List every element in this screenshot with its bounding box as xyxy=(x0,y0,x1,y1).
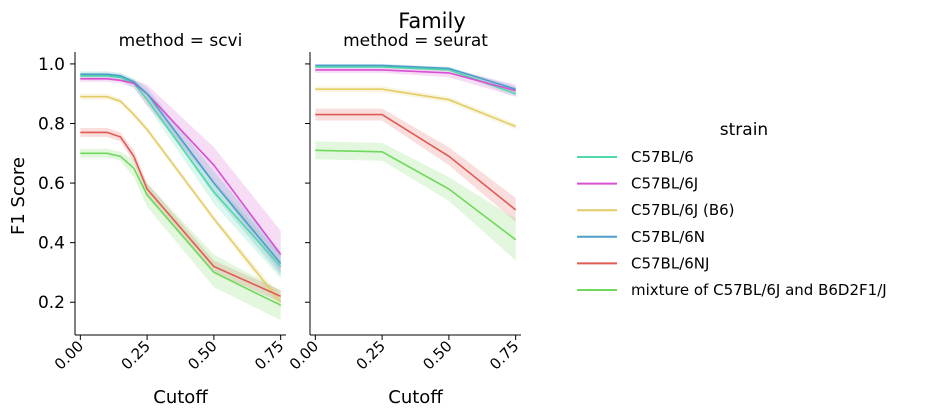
x-axis-label: Cutoff xyxy=(153,387,208,408)
series-line xyxy=(80,75,282,268)
x-tick-label: 0.50 xyxy=(419,337,455,373)
series-line xyxy=(80,152,282,306)
legend-label: C57BL/6NJ xyxy=(631,254,709,272)
confidence-band xyxy=(315,141,516,261)
y-tick-label: 0.4 xyxy=(38,234,65,254)
x-tick-label: 0.00 xyxy=(51,337,87,373)
series-line xyxy=(80,131,282,298)
x-tick-label: 0.50 xyxy=(184,337,220,373)
confidence-band xyxy=(315,86,516,130)
panel-title: method = seurat xyxy=(343,31,488,51)
y-tick-label: 0.2 xyxy=(38,293,65,313)
y-tick-label: 0.8 xyxy=(38,114,65,134)
x-axis-label: Cutoff xyxy=(388,387,443,408)
legend-label: C57BL/6J (B6) xyxy=(631,201,735,219)
y-tick-label: 1.0 xyxy=(38,55,65,75)
series-line xyxy=(80,78,282,256)
series-line xyxy=(315,64,516,90)
x-tick-label: 0.75 xyxy=(486,337,522,373)
series-line xyxy=(315,69,516,92)
x-tick-label: 0.00 xyxy=(286,337,322,373)
legend-label: C57BL/6N xyxy=(631,228,705,246)
x-tick-label: 0.25 xyxy=(353,337,389,373)
x-tick-label: 0.75 xyxy=(251,337,287,373)
x-tick-label: 0.25 xyxy=(118,337,154,373)
legend-label: mixture of C57BL/6J and B6D2F1/J xyxy=(631,281,887,299)
y-axis-label: F1 Score xyxy=(8,157,29,235)
legend-label: C57BL/6J xyxy=(631,175,698,193)
legend-label: C57BL/6 xyxy=(631,148,694,166)
series-line xyxy=(315,113,517,211)
confidence-band xyxy=(80,128,281,303)
confidence-band xyxy=(315,108,516,222)
series-line xyxy=(315,88,516,128)
legend-title: strain xyxy=(720,120,768,140)
series-line xyxy=(80,73,282,265)
confidence-band xyxy=(315,65,516,97)
series-line xyxy=(315,149,517,241)
series-line xyxy=(80,95,282,303)
y-tick-label: 0.6 xyxy=(38,174,65,194)
figure-title: Family xyxy=(398,9,466,33)
panel-title: method = scvi xyxy=(119,31,243,51)
